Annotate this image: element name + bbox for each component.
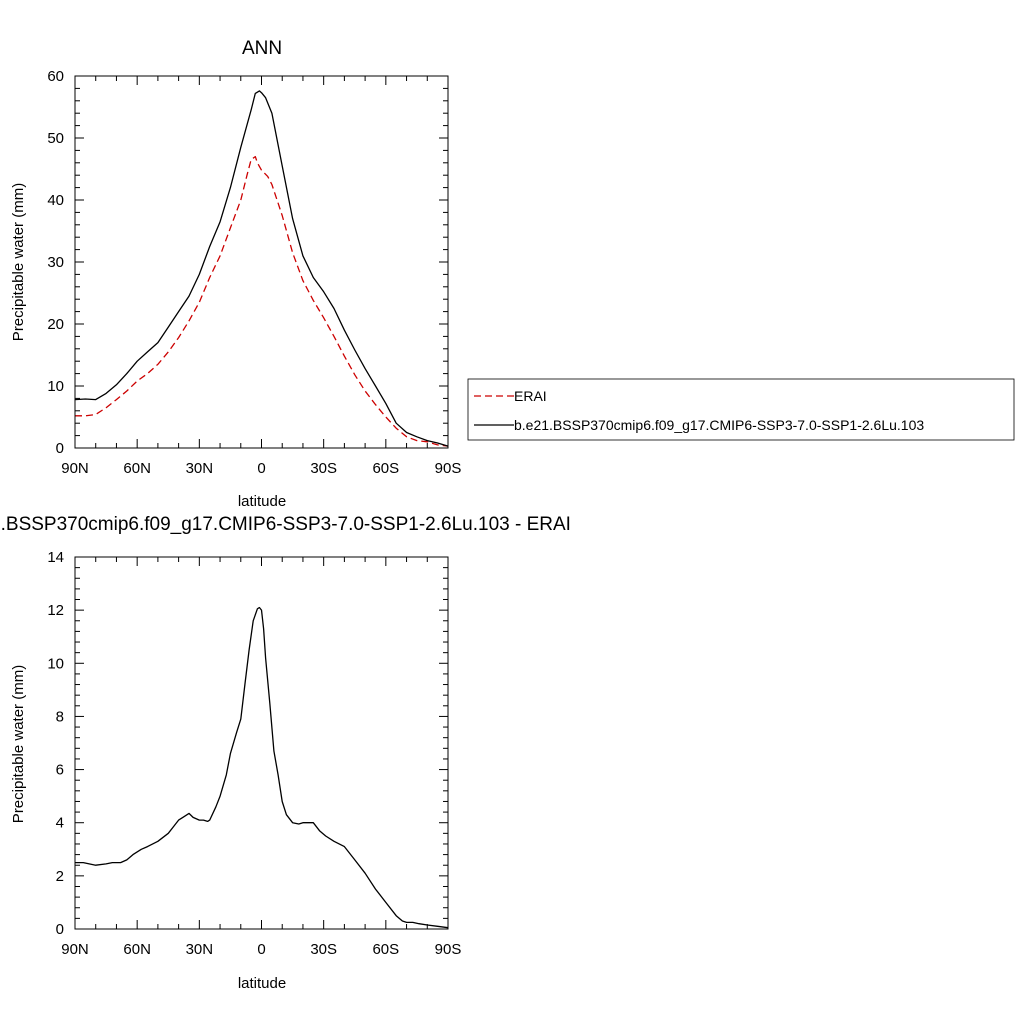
series-line-0 [75, 606, 449, 929]
ytick-label: 12 [47, 602, 64, 619]
top-ticks [74, 75, 449, 449]
top-plot-frame [74, 75, 449, 449]
ytick-label: 2 [56, 868, 64, 885]
bottom-title: b.e21.BSSP370cmip6.f09_g17.CMIP6-SSP3-7.… [0, 514, 571, 535]
xtick-label: 0 [257, 941, 265, 958]
ytick-label: 30 [47, 254, 64, 271]
xtick-label: 90S [435, 941, 462, 958]
panel-top: ANN Precipitable water (mm) latitude 90N… [10, 38, 461, 510]
top-series [74, 90, 449, 447]
xtick-label: 30S [310, 941, 337, 958]
ytick-label: 10 [47, 655, 64, 672]
top-ticklabels: 90N 60N 30N 0 30S 60S 90S 0 10 20 30 40 50 60 [47, 68, 461, 477]
series-line-0 [75, 155, 449, 447]
series-line-1 [74, 90, 449, 447]
bottom-ylabel: Precipitable water (mm) [10, 665, 27, 823]
bottom-series [75, 606, 449, 929]
xtick-label: 90N [61, 460, 89, 477]
ytick-label: 60 [47, 68, 64, 85]
xtick-label: 60N [123, 460, 151, 477]
ytick-label: 14 [47, 549, 64, 566]
xtick-label: 90N [61, 941, 89, 958]
xtick-label: 0 [257, 460, 265, 477]
ytick-label: 50 [47, 130, 64, 147]
top-xlabel: latitude [238, 493, 286, 510]
legend: ERAI b.e21.BSSP370cmip6.f09_g17.CMIP6-SS… [467, 378, 1015, 441]
legend-label-model: b.e21.BSSP370cmip6.f09_g17.CMIP6-SSP3-7.… [514, 417, 924, 433]
xtick-label: 90S [435, 460, 462, 477]
top-title: ANN [242, 38, 282, 59]
ytick-label: 6 [56, 762, 64, 779]
ytick-label: 10 [47, 378, 64, 395]
xtick-label: 60N [123, 941, 151, 958]
xtick-label: 60S [372, 460, 399, 477]
panel-bottom: b.e21.BSSP370cmip6.f09_g17.CMIP6-SSP3-7.… [0, 514, 571, 992]
ytick-label: 0 [56, 440, 64, 457]
ytick-label: 20 [47, 316, 64, 333]
xtick-label: 30N [186, 460, 214, 477]
xtick-label: 30N [186, 941, 214, 958]
bottom-plot-frame [74, 556, 449, 930]
top-ylabel: Precipitable water (mm) [10, 183, 27, 341]
ytick-label: 8 [56, 708, 64, 725]
xtick-label: 60S [372, 941, 399, 958]
ytick-label: 4 [56, 815, 64, 832]
xtick-label: 30S [310, 460, 337, 477]
legend-box [467, 378, 1015, 441]
bottom-ticklabels: 90N 60N 30N 0 30S 60S 90S 0 2 4 6 8 10 12 14 [47, 549, 461, 958]
ytick-label: 0 [56, 921, 64, 938]
bottom-xlabel: latitude [238, 975, 286, 992]
legend-label-erai: ERAI [514, 388, 547, 404]
ytick-label: 40 [47, 192, 64, 209]
